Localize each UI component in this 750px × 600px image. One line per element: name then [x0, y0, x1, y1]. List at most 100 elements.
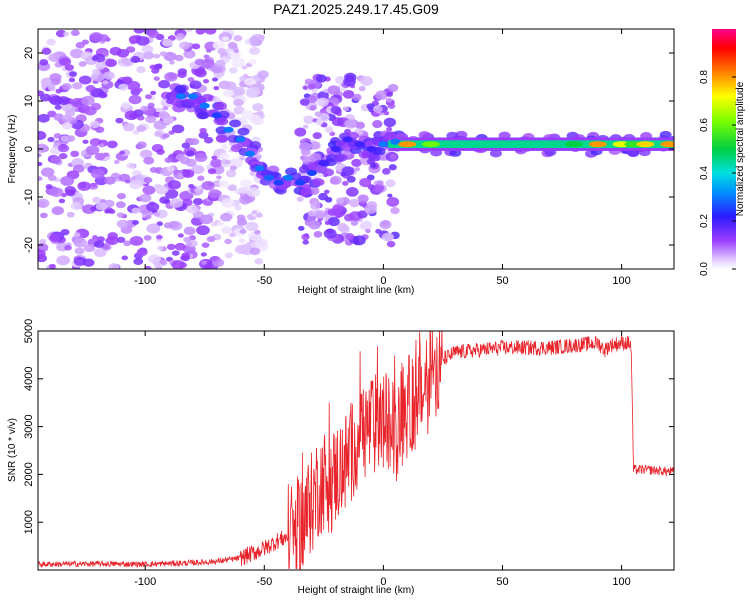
spectrogram-cell [116, 212, 125, 218]
spectrogram-cell [72, 82, 83, 90]
spectrogram-cell [342, 180, 349, 186]
spectrogram-ridge-point [354, 141, 365, 148]
spectrogram-cell [386, 240, 396, 248]
spectrogram-cell [61, 114, 72, 123]
spectrogram-cell [158, 80, 171, 89]
spectrogram-cell [38, 198, 50, 208]
spectrogram-ridge-point [422, 141, 441, 148]
spectrogram-cell [82, 204, 96, 215]
colorbar-tick-label: 0.2 [699, 214, 710, 228]
y-tick-label: 20 [23, 47, 35, 59]
y-tick-label: 3000 [23, 414, 35, 438]
spectrogram-cell [296, 196, 304, 202]
spectrogram-cell [182, 169, 195, 178]
spectrogram-cell [162, 133, 170, 139]
spectrogram-cell [372, 105, 383, 113]
spectrogram-cell [98, 143, 105, 148]
spectrogram-cell [73, 237, 87, 248]
spectrogram-ridge-point [330, 146, 341, 152]
spectrogram-cell [240, 179, 253, 188]
spectrogram-cell [162, 38, 173, 47]
spectrogram-cell [387, 103, 396, 110]
spectrogram-cell [123, 59, 134, 67]
spectrogram-cell [324, 126, 334, 133]
spectrogram-cell [222, 36, 229, 42]
spectrogram-ridge-point [273, 179, 284, 186]
spectrogram-x-label: Height of straight line (km) [298, 285, 415, 296]
spectrogram-cell [49, 73, 62, 82]
spectrogram-cell [310, 141, 321, 150]
spectrogram-cell [140, 105, 149, 112]
spectrogram-cell [159, 51, 168, 57]
spectrogram-cell [133, 29, 145, 34]
spectrogram-ridge-point [366, 146, 377, 152]
spectrogram-cell [70, 202, 83, 211]
spectrogram-cell [130, 164, 137, 169]
spectrogram-cell [308, 220, 321, 230]
spectrogram-cell [143, 156, 155, 165]
spectrogram-cell [364, 204, 377, 215]
spectrogram-cell [77, 181, 91, 192]
spectrogram-cell [224, 238, 232, 245]
spectrogram-cell [91, 68, 101, 76]
spectrogram-cell [83, 244, 95, 253]
snr-x-ticks: -100 -50 0 50 100 [134, 331, 631, 588]
spectrogram-cell [383, 111, 390, 116]
spectrogram-cell [216, 117, 229, 126]
spectrogram-cell [49, 95, 64, 106]
spectrogram-cell [239, 76, 246, 81]
spectrogram-ridge-point [493, 141, 512, 148]
spectrogram-cell [40, 167, 55, 177]
spectrogram-cell [304, 78, 313, 85]
spectrogram-cell [194, 68, 207, 78]
spectrogram-x-ticks: -100 -50 0 50 100 [134, 29, 631, 287]
spectrogram-cell [90, 182, 97, 188]
spectrogram-cell [335, 213, 342, 219]
spectrogram-cell [196, 225, 210, 236]
spectrogram-cell [312, 132, 322, 140]
spectrogram-cell [53, 133, 62, 139]
spectrogram-cell [348, 198, 360, 208]
spectrogram-cell [168, 220, 183, 231]
spectrogram-cell [659, 130, 672, 139]
spectrogram-cell [307, 83, 316, 90]
spectrogram-cell [39, 93, 51, 102]
spectrogram-cell [153, 120, 167, 130]
spectrogram-cell [342, 89, 355, 99]
spectrogram-cell [47, 136, 55, 143]
snr-y-label: SNR (10 * v/v) [7, 418, 18, 482]
spectrogram-cell [129, 236, 144, 246]
x-tick-label: -50 [256, 576, 272, 588]
spectrogram-cell [154, 131, 162, 137]
snr-frame [37, 330, 675, 571]
spectrogram-cell [95, 62, 106, 70]
spectrogram-cell [217, 48, 227, 55]
spectrogram-ridge-point [390, 138, 401, 145]
spectrogram-cell [166, 166, 175, 172]
spectrogram-cell [376, 180, 384, 186]
x-tick-label: 0 [380, 576, 386, 588]
spectrogram-cell [323, 228, 337, 239]
spectrogram-cell [115, 201, 126, 209]
spectrogram-cell [108, 209, 116, 214]
spectrogram-cell [197, 175, 205, 181]
spectrogram-cell [122, 76, 133, 85]
spectrogram-cell [314, 111, 323, 117]
spectrogram-cell [372, 120, 383, 129]
spectrogram-ridge-point [283, 174, 294, 181]
spectrogram-cell [370, 163, 377, 168]
spectrogram-cell [418, 131, 431, 140]
spectrogram-cell [208, 189, 222, 199]
spectrogram-cell [66, 211, 75, 218]
spectrogram-cell [343, 76, 356, 87]
spectrogram-cell [156, 221, 164, 227]
spectrogram-ridge-point [211, 112, 222, 119]
spectrogram-cell [58, 153, 68, 160]
spectrogram-cell [90, 206, 97, 212]
spectrogram-cell [309, 105, 317, 111]
spectrogram-ridge-point [342, 136, 353, 143]
spectrogram-cell [133, 257, 144, 266]
spectrogram-cell [171, 124, 185, 134]
y-tick-label: 2000 [23, 462, 35, 486]
